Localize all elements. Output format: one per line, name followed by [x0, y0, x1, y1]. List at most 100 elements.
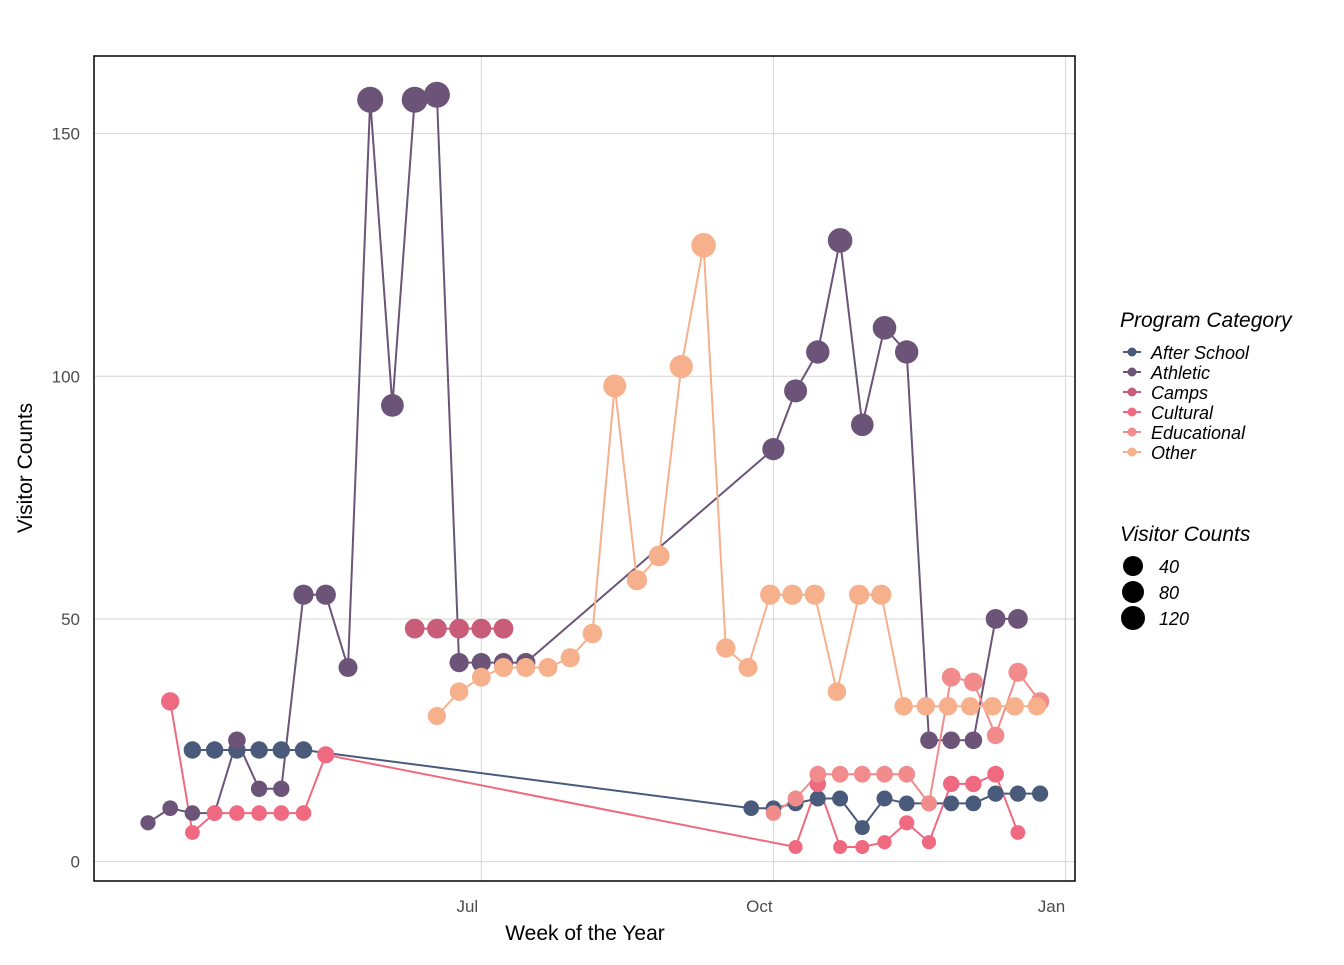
size-legend-entry-40: 40 [1123, 556, 1179, 577]
point-camps [404, 618, 425, 639]
x-tick-label: Jul [456, 897, 478, 916]
point-athletic [964, 731, 983, 750]
point-athletic [895, 340, 919, 364]
point-athletic [228, 731, 246, 750]
point-athletic [920, 731, 938, 750]
size-legend-entry-80: 80 [1122, 581, 1179, 603]
legend-label: Other [1151, 443, 1197, 463]
legend-label: Educational [1151, 423, 1246, 443]
point-cultural [295, 805, 312, 821]
color-legend-title: Program Category [1120, 309, 1293, 332]
x-tick-label: Oct [746, 897, 773, 916]
point-other [938, 697, 958, 716]
point-other [516, 658, 536, 677]
point-other [849, 584, 870, 605]
point-after-school [250, 741, 268, 759]
x-axis-title: Week of the Year [505, 922, 665, 945]
point-educational [765, 805, 782, 821]
point-athletic [985, 609, 1006, 629]
series-points-camps [404, 618, 514, 639]
point-cultural [788, 840, 803, 854]
y-axis-title: Visitor Counts [14, 403, 37, 533]
point-after-school [943, 795, 960, 812]
point-cultural [921, 835, 937, 850]
point-after-school [898, 795, 915, 812]
point-cultural [185, 825, 200, 840]
y-axis: 0 50 100 150 [52, 125, 80, 872]
legend-key-point [1127, 427, 1137, 437]
point-athletic [357, 86, 384, 113]
point-educational [809, 765, 827, 783]
point-cultural [899, 815, 915, 831]
legend-key-point [1127, 367, 1137, 377]
point-other [648, 545, 670, 567]
point-cultural [1010, 825, 1026, 840]
legend-label: Camps [1151, 383, 1208, 403]
size-legend-key [1123, 556, 1143, 576]
point-educational [853, 765, 871, 783]
point-cultural [206, 805, 223, 821]
legend-label: After School [1150, 343, 1250, 363]
point-camps [471, 618, 492, 639]
point-other [582, 623, 603, 644]
point-athletic [806, 340, 830, 364]
point-after-school [876, 790, 893, 807]
size-legend-key [1121, 606, 1145, 630]
point-athletic [381, 394, 404, 417]
point-after-school [743, 800, 759, 816]
point-other [560, 648, 580, 668]
point-cultural [987, 765, 1004, 783]
point-after-school [294, 741, 313, 759]
point-after-school [832, 790, 849, 807]
series-line-other [436, 244, 1037, 717]
point-cultural [251, 805, 267, 821]
legend-entry-athletic: Athletic [1123, 363, 1210, 383]
point-other [1027, 697, 1047, 716]
size-legend-label: 120 [1159, 609, 1189, 629]
point-other [626, 569, 648, 591]
series-points-educational [765, 662, 1050, 821]
plot-border [93, 55, 1076, 882]
legend-entry-after-school: After School [1123, 343, 1250, 363]
size-legend-title: Visitor Counts [1120, 523, 1251, 546]
point-other [471, 667, 491, 687]
legend-label: Athletic [1150, 363, 1210, 383]
x-tick-label: Jan [1038, 897, 1065, 916]
color-legend: Program Category After SchoolAthleticCam… [1120, 309, 1293, 463]
point-cultural [833, 840, 848, 854]
point-other [1005, 697, 1024, 716]
point-after-school [1009, 785, 1026, 802]
point-after-school [809, 790, 826, 807]
point-camps [449, 618, 469, 639]
point-other [669, 355, 693, 379]
point-athletic [293, 584, 314, 605]
point-other [449, 682, 469, 701]
point-athletic [471, 653, 491, 673]
point-educational [986, 726, 1005, 745]
point-athletic [942, 731, 960, 750]
point-after-school [183, 741, 202, 759]
point-athletic [140, 815, 156, 831]
point-after-school [965, 795, 982, 812]
point-other [738, 658, 758, 677]
point-camps [427, 618, 447, 639]
size-legend: Visitor Counts 40 80 120 [1120, 523, 1251, 630]
y-tick-label: 50 [61, 610, 80, 629]
y-tick-label: 0 [71, 853, 80, 872]
legend-entry-cultural: Cultural [1123, 403, 1214, 423]
point-after-school [1032, 785, 1049, 802]
point-athletic [872, 316, 897, 340]
point-cultural [965, 775, 982, 793]
legend-key-point [1127, 347, 1137, 357]
point-athletic [162, 800, 178, 816]
legend-key-point [1127, 407, 1137, 417]
point-other [961, 697, 980, 716]
point-other [760, 584, 781, 605]
point-other [691, 233, 716, 258]
series-line-athletic [147, 93, 1018, 824]
legend-entry-camps: Camps [1123, 383, 1208, 403]
legend-key-point [1127, 387, 1137, 397]
point-other [538, 658, 558, 677]
point-other [603, 374, 627, 398]
